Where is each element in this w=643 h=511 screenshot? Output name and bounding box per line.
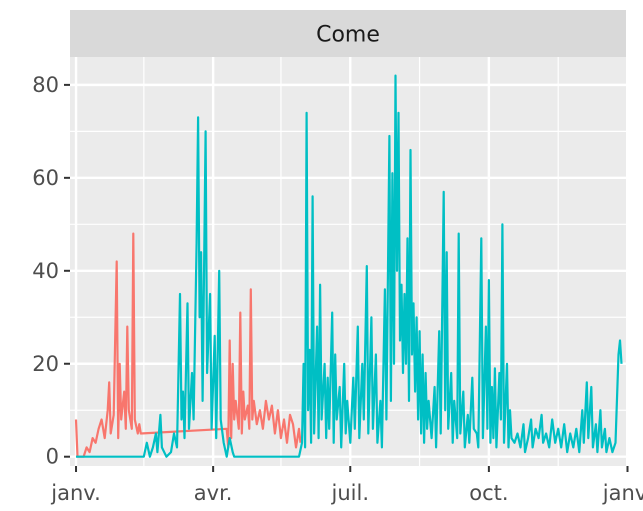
x-tick-label: avr. [194, 481, 233, 505]
facet-strip: Come [70, 10, 626, 57]
y-tick-label: 80 [32, 73, 59, 97]
y-tick-label: 20 [32, 352, 59, 376]
axes: 0 20 40 60 80 janv. avr. juil. oct. janv. [32, 73, 643, 505]
grid-lines [70, 57, 629, 466]
facet-label: Come [316, 23, 380, 48]
series-lines [74, 74, 623, 458]
plot-panel [70, 57, 626, 466]
y-tick-label: 60 [32, 166, 59, 190]
x-tick-label: janv. [602, 481, 643, 505]
facet-strip-background [70, 10, 626, 57]
y-tick-label: 40 [32, 259, 59, 283]
series-line-1 [74, 232, 302, 458]
x-tick-label: oct. [469, 481, 508, 505]
x-tick-label: janv. [50, 481, 101, 505]
x-tick-label: juil. [331, 481, 370, 505]
series-line-2 [76, 74, 623, 458]
y-tick-label: 0 [46, 445, 59, 469]
